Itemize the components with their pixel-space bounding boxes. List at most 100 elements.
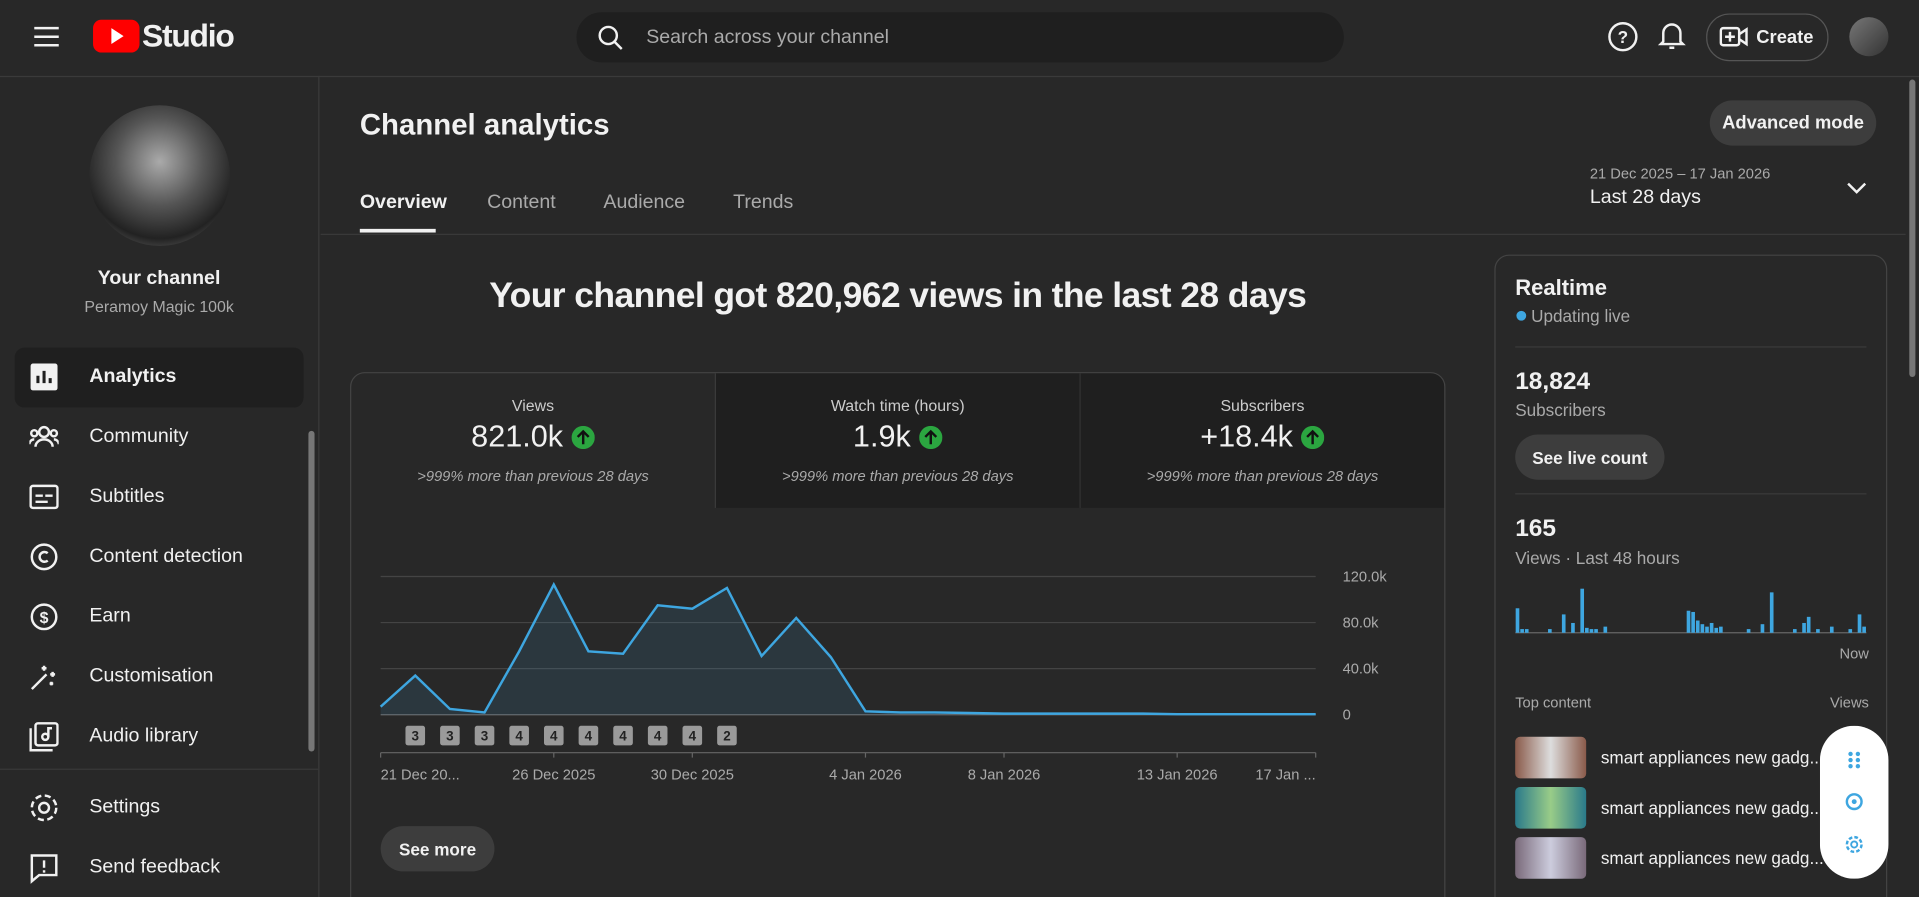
x-tick-label: 17 Jan ... <box>1255 768 1315 784</box>
y-tick-label: 80.0k <box>1343 615 1380 631</box>
channel-title: Your channel <box>97 268 221 289</box>
content-title[interactable]: smart appliances new gadg... <box>1600 747 1824 768</box>
logo-text: Studio <box>141 17 235 54</box>
metric-value: 821.0k <box>351 420 714 455</box>
views-value: 165 <box>1515 515 1557 543</box>
publish-count: 3 <box>446 728 453 743</box>
top-content-label: Top content <box>1515 693 1592 712</box>
bar <box>1524 629 1529 633</box>
page-title: Channel analytics <box>359 108 610 142</box>
overview-card: Views 821.0k >999% more than previous 28 … <box>350 372 1446 897</box>
metric-change: >999% more than previous 28 days <box>781 467 1014 485</box>
channel-name: Peramoy Magic 100k <box>84 297 234 316</box>
thumbnail[interactable] <box>1515 736 1587 779</box>
publish-count: 4 <box>550 728 558 743</box>
x-tick-label: 30 Dec 2025 <box>651 768 734 784</box>
content-title[interactable]: smart appliances new gadg... <box>1600 848 1824 868</box>
up-arrow-icon <box>571 425 595 450</box>
youtube-logo <box>93 19 140 53</box>
nav-icons: $ <box>29 363 59 752</box>
publish-count: 4 <box>585 728 593 743</box>
floating-toolbar[interactable] <box>1819 725 1889 879</box>
metric-number: 821.0k <box>471 419 564 455</box>
bar <box>1719 626 1723 633</box>
bar <box>1792 629 1797 633</box>
period-dropdown[interactable] <box>1846 181 1868 196</box>
up-arrow-icon <box>1301 425 1325 450</box>
y-tick-label: 40.0k <box>1343 662 1380 678</box>
bar <box>1686 610 1691 633</box>
svg-text:?: ? <box>1618 27 1628 47</box>
nav-item[interactable]: Subtitles <box>89 485 165 507</box>
metric-tab[interactable]: Watch time (hours) 1.9k >999% more than p… <box>716 373 1079 508</box>
metric-value: 1.9k <box>716 420 1079 455</box>
nav-item[interactable]: Content detection <box>89 545 243 567</box>
channel-avatar[interactable] <box>89 105 231 247</box>
period[interactable]: Last 28 days <box>1589 187 1701 209</box>
bar <box>1548 629 1552 633</box>
feedback-link[interactable]: Send feedback <box>89 856 220 878</box>
nav-item[interactable]: Analytics <box>89 365 177 387</box>
nav-item[interactable]: Community <box>89 425 189 447</box>
content-title[interactable]: smart appliances new gadg... <box>1600 797 1824 818</box>
thumbnail[interactable] <box>1515 786 1587 829</box>
notifications-button[interactable] <box>1657 20 1686 52</box>
create-icon <box>1719 26 1748 47</box>
headline: Your channel got 820,962 views in the la… <box>489 276 1307 316</box>
bar <box>1585 627 1589 633</box>
page-scrollbar[interactable] <box>1909 79 1916 377</box>
search-box[interactable]: Search across your channel <box>576 12 1344 63</box>
metric-change: >999% more than previous 28 days <box>417 467 649 485</box>
publish-count: 4 <box>515 728 523 743</box>
footer-icons <box>30 794 58 884</box>
metric-tab[interactable]: Subscribers +18.4k >999% more than previo… <box>1081 373 1444 508</box>
bar <box>1691 611 1695 633</box>
up-arrow-icon <box>919 425 943 450</box>
metric-tab[interactable]: Views 821.0k >999% more than previous 28 … <box>351 373 716 508</box>
create-button[interactable]: Create <box>1706 13 1829 62</box>
bar <box>1589 629 1594 633</box>
header-divider <box>0 75 1919 78</box>
y-tick-label: 120.0k <box>1343 569 1388 585</box>
nav-item[interactable]: Audio library <box>89 725 199 747</box>
bar <box>1714 627 1719 633</box>
nav-item[interactable]: Earn <box>89 605 131 627</box>
y-tick-label: 0 <box>1343 708 1351 724</box>
bar <box>1816 629 1820 633</box>
bar <box>1862 626 1866 633</box>
account-avatar[interactable] <box>1849 17 1889 57</box>
bar <box>1769 592 1774 633</box>
tab[interactable]: Audience <box>603 192 686 213</box>
nav-item[interactable]: Customisation <box>89 665 214 687</box>
sidebar-scrollbar[interactable] <box>308 430 315 752</box>
publish-count: 3 <box>412 728 419 743</box>
bar <box>1520 629 1524 633</box>
publish-marker <box>440 725 460 746</box>
x-tick-label: 8 Jan 2026 <box>968 768 1041 784</box>
bar <box>1705 626 1709 633</box>
publish-marker <box>405 725 426 746</box>
menu-button[interactable] <box>32 24 61 48</box>
tab[interactable]: Trends <box>733 192 794 213</box>
publish-marker <box>544 725 564 746</box>
publish-count: 4 <box>689 728 697 743</box>
publish-marker <box>717 725 737 746</box>
live-count-button[interactable]: See live count <box>1515 434 1665 480</box>
bar <box>1746 629 1751 633</box>
thumbnail[interactable] <box>1515 837 1587 879</box>
tab[interactable]: Content <box>487 192 556 213</box>
settings-link[interactable]: Settings <box>89 796 161 818</box>
help-button[interactable]: ? <box>1607 21 1639 53</box>
advanced-mode-button[interactable]: Advanced mode <box>1709 100 1877 146</box>
bar <box>1561 614 1566 633</box>
see-more-button[interactable]: See more <box>380 826 495 872</box>
views-label: Views · Last 48 hours <box>1515 548 1680 568</box>
now-label: Now <box>1839 644 1869 663</box>
sidebar-divider <box>318 75 320 897</box>
tab[interactable]: Overview <box>359 192 447 213</box>
realtime-status: Updating live <box>1531 305 1631 326</box>
bar <box>1802 622 1806 633</box>
bar <box>1700 624 1705 633</box>
realtime-title: Realtime <box>1515 275 1608 300</box>
